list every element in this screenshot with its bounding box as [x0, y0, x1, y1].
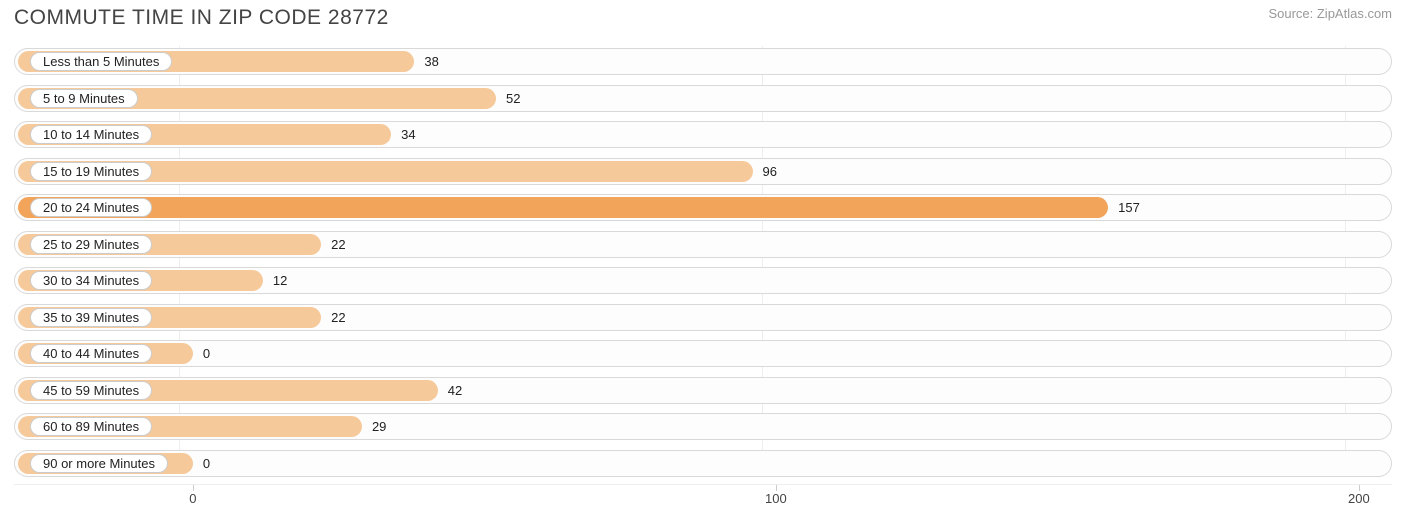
category-label: 10 to 14 Minutes: [30, 125, 152, 144]
chart-row: 25 to 29 Minutes 22: [14, 229, 1392, 260]
category-label: 35 to 39 Minutes: [30, 308, 152, 327]
category-label: 40 to 44 Minutes: [30, 344, 152, 363]
value-label: 22: [331, 302, 345, 333]
bar-track: [14, 450, 1392, 477]
value-label: 29: [372, 411, 386, 442]
axis-tick-label: 100: [765, 491, 787, 506]
category-label: 90 or more Minutes: [30, 454, 168, 473]
bar: [18, 197, 1108, 218]
bar-track: [14, 340, 1392, 367]
chart-header: COMMUTE TIME IN ZIP CODE 28772 Source: Z…: [0, 0, 1406, 46]
category-label: 5 to 9 Minutes: [30, 89, 138, 108]
category-label: 25 to 29 Minutes: [30, 235, 152, 254]
chart-row: Less than 5 Minutes 38: [14, 46, 1392, 77]
category-label: 20 to 24 Minutes: [30, 198, 152, 217]
chart-area: Less than 5 Minutes 38 5 to 9 Minutes 52 10 …: [0, 46, 1406, 479]
chart-row: 5 to 9 Minutes 52: [14, 83, 1392, 114]
value-label: 157: [1118, 192, 1140, 223]
value-label: 34: [401, 119, 415, 150]
category-label: 45 to 59 Minutes: [30, 381, 152, 400]
chart-row: 20 to 24 Minutes 157: [14, 192, 1392, 223]
chart-row: 10 to 14 Minutes 34: [14, 119, 1392, 150]
value-label: 42: [448, 375, 462, 406]
x-axis: 0 100 200: [14, 484, 1392, 512]
chart-title: COMMUTE TIME IN ZIP CODE 28772: [14, 6, 389, 30]
value-label: 0: [203, 448, 210, 479]
category-label: 15 to 19 Minutes: [30, 162, 152, 181]
value-label: 12: [273, 265, 287, 296]
value-label: 96: [763, 156, 777, 187]
chart-source: Source: ZipAtlas.com: [1268, 6, 1392, 21]
category-label: 60 to 89 Minutes: [30, 417, 152, 436]
chart-row: 60 to 89 Minutes 29: [14, 411, 1392, 442]
value-label: 0: [203, 338, 210, 369]
category-label: Less than 5 Minutes: [30, 52, 172, 71]
chart-row: 35 to 39 Minutes 22: [14, 302, 1392, 333]
category-label: 30 to 34 Minutes: [30, 271, 152, 290]
axis-tick-label: 200: [1348, 491, 1370, 506]
chart-row: 30 to 34 Minutes 12: [14, 265, 1392, 296]
value-label: 22: [331, 229, 345, 260]
chart-row: 40 to 44 Minutes 0: [14, 338, 1392, 369]
chart-row: 90 or more Minutes 0: [14, 448, 1392, 479]
value-label: 52: [506, 83, 520, 114]
axis-tick-label: 0: [189, 491, 196, 506]
chart-row: 45 to 59 Minutes 42: [14, 375, 1392, 406]
value-label: 38: [424, 46, 438, 77]
chart-row: 15 to 19 Minutes 96: [14, 156, 1392, 187]
